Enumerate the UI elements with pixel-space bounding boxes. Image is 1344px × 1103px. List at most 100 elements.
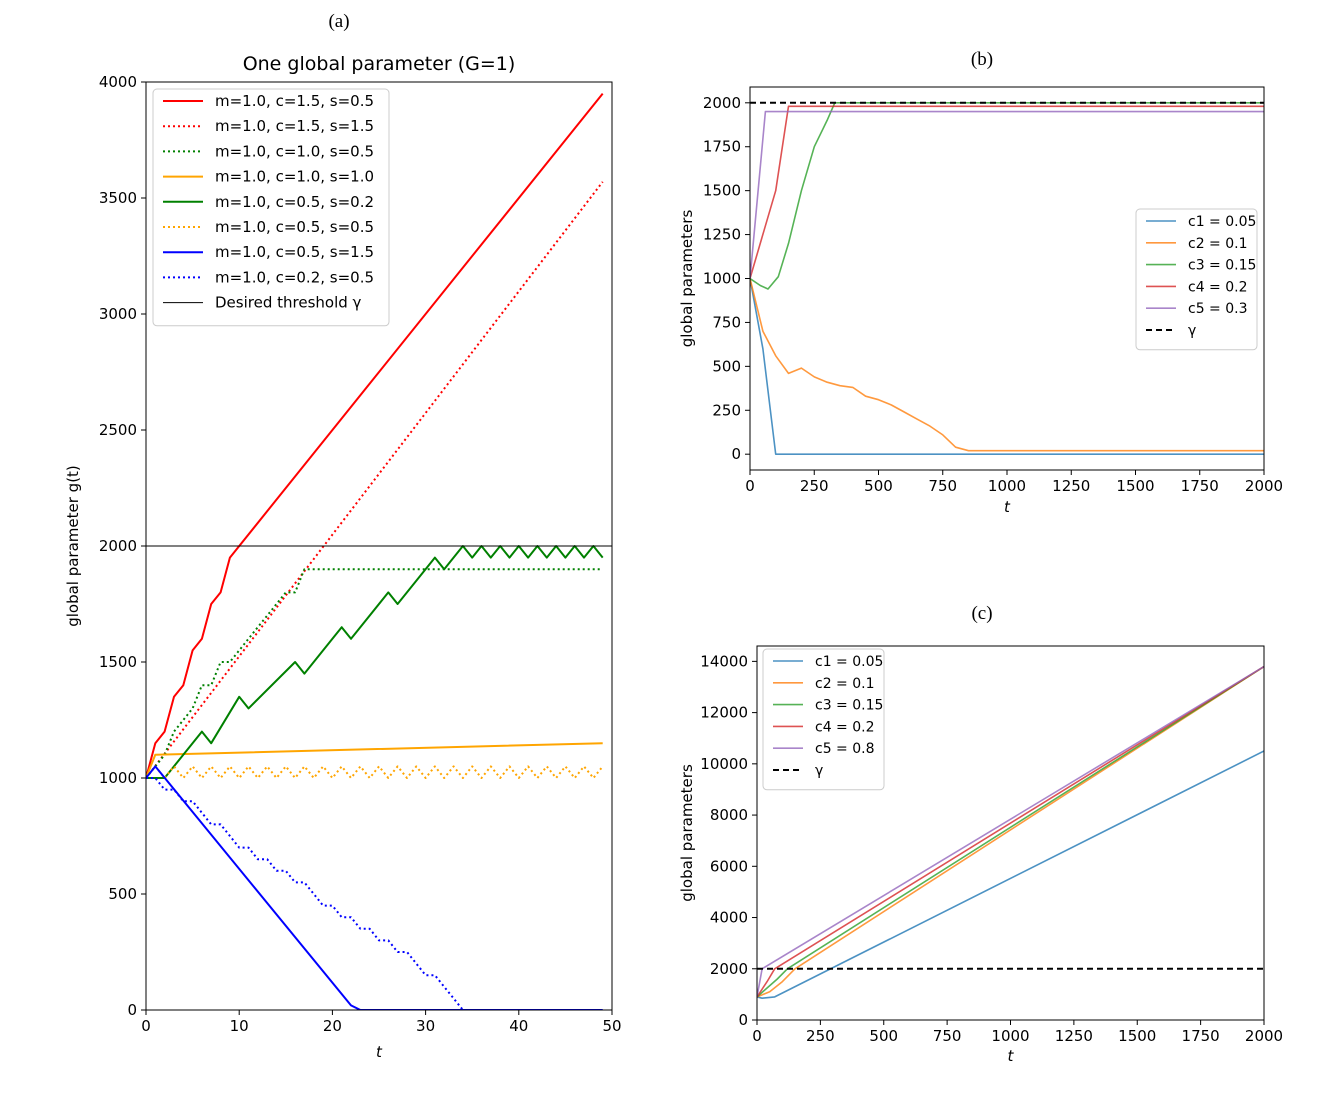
panel-label: (a) bbox=[328, 11, 349, 32]
series-line-0 bbox=[757, 750, 1264, 999]
x-tick-label: 20 bbox=[323, 1017, 342, 1035]
x-tick-label: 1500 bbox=[1116, 477, 1154, 495]
y-tick-label: 500 bbox=[108, 885, 137, 903]
panel-label: (b) bbox=[971, 49, 993, 70]
chart-panel-2: (c) 0 250 500 750 1000 1250 1500 1750 2000 0 2000 40… bbox=[678, 603, 1283, 1065]
legend-entry: c5 = 0.8 bbox=[815, 741, 875, 757]
y-tick-label: 1750 bbox=[703, 138, 741, 156]
y-tick-label: 0 bbox=[738, 1011, 748, 1029]
series-line-7 bbox=[146, 777, 603, 1010]
series-line-3 bbox=[757, 665, 1264, 998]
legend-entry: c2 = 0.1 bbox=[815, 676, 875, 692]
y-tick-label: 10000 bbox=[700, 755, 748, 773]
series-line-0 bbox=[750, 278, 1264, 455]
series-line-3 bbox=[146, 742, 603, 779]
y-tick-label: 250 bbox=[712, 401, 741, 419]
y-tick-label: 500 bbox=[712, 357, 741, 375]
plot-area bbox=[757, 665, 1264, 999]
x-tick-label: 10 bbox=[230, 1017, 249, 1035]
legend-entry: m=1.0, c=0.2, s=0.5 bbox=[215, 268, 374, 286]
y-tick-label: 0 bbox=[127, 1001, 137, 1019]
x-tick-label: 1000 bbox=[991, 1027, 1029, 1045]
legend-entry: m=1.0, c=0.5, s=0.2 bbox=[215, 193, 374, 211]
x-tick-label: 1750 bbox=[1181, 477, 1219, 495]
x-axis-label: t bbox=[376, 1043, 383, 1061]
y-tick-label: 1000 bbox=[99, 769, 137, 787]
x-axis-label: t bbox=[1004, 498, 1011, 516]
chart-panel-1: (b) 0 250 500 750 1000 1250 1500 1750 2000 0 250 500… bbox=[678, 49, 1283, 516]
y-tick-label: 2000 bbox=[703, 94, 741, 112]
x-tick-label: 30 bbox=[416, 1017, 435, 1035]
legend: c1 = 0.05 c2 = 0.1 c3 = 0.15 c4 = 0.2 c5 = 0… bbox=[762, 648, 885, 791]
y-tick-label: 1250 bbox=[703, 226, 741, 244]
legend-entry: c2 = 0.1 bbox=[1188, 236, 1248, 252]
plot-area bbox=[146, 92, 612, 1010]
legend-entry: m=1.0, c=1.0, s=0.5 bbox=[215, 142, 374, 160]
x-tick-label: 0 bbox=[745, 477, 755, 495]
x-axis-label: t bbox=[1008, 1047, 1015, 1065]
x-tick-label: 1750 bbox=[1182, 1027, 1220, 1045]
x-tick-label: 1250 bbox=[1052, 477, 1090, 495]
y-tick-label: 8000 bbox=[710, 806, 748, 824]
series-line-4 bbox=[750, 110, 1264, 279]
y-tick-label: 1500 bbox=[703, 182, 741, 200]
y-axis-label: global parameter g(t) bbox=[64, 465, 82, 627]
legend-entry: c3 = 0.15 bbox=[815, 698, 883, 714]
y-axis-label: global parameters bbox=[678, 210, 696, 348]
series-line-0 bbox=[146, 92, 604, 779]
x-tick-label: 750 bbox=[933, 1027, 962, 1045]
legend-entry: γ bbox=[1188, 323, 1196, 339]
legend-box bbox=[152, 88, 390, 327]
series-line-2 bbox=[757, 665, 1264, 998]
y-tick-label: 1000 bbox=[703, 270, 741, 288]
x-tick-label: 1250 bbox=[1055, 1027, 1093, 1045]
x-tick-label: 250 bbox=[800, 477, 829, 495]
legend-entry: c1 = 0.05 bbox=[815, 654, 883, 670]
series-line-3 bbox=[750, 105, 1264, 279]
legend-box bbox=[762, 648, 885, 791]
x-tick-label: 2000 bbox=[1245, 477, 1283, 495]
y-tick-label: 1500 bbox=[99, 653, 137, 671]
legend-entry: m=1.0, c=0.5, s=0.5 bbox=[215, 218, 374, 236]
x-tick-label: 50 bbox=[602, 1017, 621, 1035]
x-tick-label: 250 bbox=[806, 1027, 835, 1045]
legend-box bbox=[1135, 208, 1258, 351]
x-tick-label: 750 bbox=[928, 477, 957, 495]
y-tick-label: 14000 bbox=[700, 652, 748, 670]
y-tick-label: 12000 bbox=[700, 704, 748, 722]
legend-entry: c4 = 0.2 bbox=[815, 719, 875, 735]
y-tick-label: 2000 bbox=[710, 960, 748, 978]
y-tick-label: 4000 bbox=[99, 73, 137, 91]
legend-entry: m=1.0, c=1.5, s=0.5 bbox=[215, 92, 374, 110]
series-line-1 bbox=[750, 278, 1264, 452]
y-tick-label: 3500 bbox=[99, 189, 137, 207]
x-tick-label: 1000 bbox=[988, 477, 1026, 495]
series-line-5 bbox=[146, 765, 604, 779]
plot-area bbox=[750, 101, 1264, 455]
y-tick-label: 6000 bbox=[710, 857, 748, 875]
legend: c1 = 0.05 c2 = 0.1 c3 = 0.15 c4 = 0.2 c5 = 0… bbox=[1135, 208, 1258, 351]
panel-label: (c) bbox=[971, 603, 992, 624]
series-line-1 bbox=[757, 665, 1264, 998]
y-tick-label: 750 bbox=[712, 313, 741, 331]
y-axis-label: global parameters bbox=[678, 764, 696, 902]
series-line-6 bbox=[146, 765, 603, 1010]
y-tick-label: 4000 bbox=[710, 909, 748, 927]
x-tick-label: 40 bbox=[509, 1017, 528, 1035]
legend-entry: c5 = 0.3 bbox=[1188, 301, 1248, 317]
legend-entry: m=1.0, c=1.0, s=1.0 bbox=[215, 168, 374, 186]
x-tick-label: 0 bbox=[752, 1027, 762, 1045]
legend-entry: c3 = 0.15 bbox=[1188, 258, 1256, 274]
legend-entry: m=1.0, c=1.5, s=1.5 bbox=[215, 117, 374, 135]
legend-entry: c4 = 0.2 bbox=[1188, 279, 1248, 295]
y-tick-label: 3000 bbox=[99, 305, 137, 323]
x-tick-label: 0 bbox=[141, 1017, 151, 1035]
legend-entry: m=1.0, c=0.5, s=1.5 bbox=[215, 243, 374, 261]
legend-entry: Desired threshold γ bbox=[215, 294, 362, 312]
chart-panel-0: (a) One global parameter (G=1) 0 10 20 30 40 50… bbox=[64, 11, 622, 1061]
y-tick-label: 2500 bbox=[99, 421, 137, 439]
legend-entry: c1 = 0.05 bbox=[1188, 214, 1256, 230]
chart-title: One global parameter (G=1) bbox=[243, 53, 516, 75]
x-tick-label: 1500 bbox=[1118, 1027, 1156, 1045]
